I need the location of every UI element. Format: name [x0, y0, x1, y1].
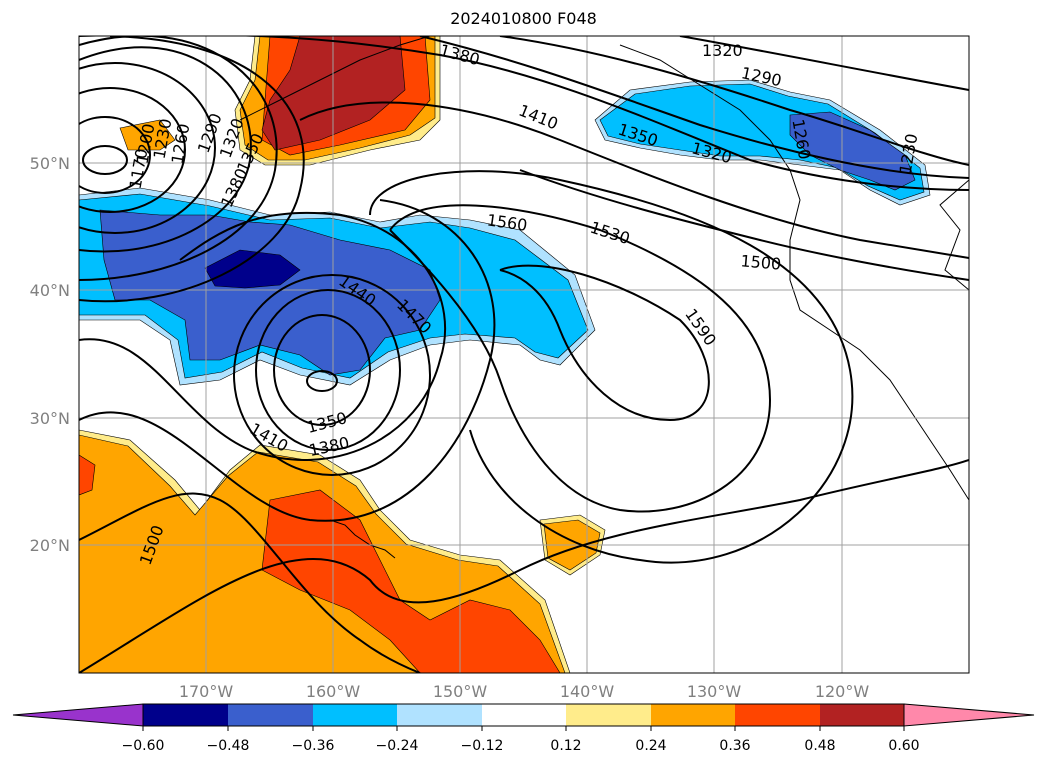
lat-lon-grid: [79, 36, 969, 673]
colorbar-tick-label: 0.60: [888, 738, 919, 754]
colorbar-segment: [482, 704, 566, 726]
colorbar-tick-label: −0.36: [292, 738, 335, 754]
lon-label: 120°W: [815, 682, 870, 701]
colorbar-segment: [397, 704, 482, 726]
colorbar-tick-label: −0.24: [376, 738, 419, 754]
lon-label: 130°W: [687, 682, 742, 701]
colorbar-tick-label: 0.36: [719, 738, 750, 754]
lon-labels: 170°W 160°W 150°W 140°W 130°W 120°W: [179, 682, 870, 701]
colorbar-segment: [566, 704, 651, 726]
height-contours: [79, 36, 969, 673]
colorbar-segment: [735, 704, 820, 726]
colorbar-segment: [143, 704, 228, 726]
contour-label: 1320: [702, 41, 743, 60]
colorbar-tick-label: −0.60: [122, 738, 165, 754]
colorbar-tick-label: −0.48: [207, 738, 250, 754]
lon-label: 150°W: [433, 682, 488, 701]
colorbar-tick-label: −0.12: [461, 738, 504, 754]
colorbar-extend-high: [903, 703, 1035, 727]
colorbar-tick-label: 0.12: [550, 738, 581, 754]
colorbar-segment: [313, 704, 397, 726]
lon-label: 140°W: [560, 682, 615, 701]
lon-label: 170°W: [179, 682, 234, 701]
colorbar-extend-low: [12, 703, 144, 727]
map-area: 1380 1320 1290 1410 1350 1320 1260 1230 …: [79, 36, 969, 673]
colorbar-tick-label: 0.48: [804, 738, 835, 754]
colorbar-tick-label: 0.24: [635, 738, 666, 754]
map-title: 2024010800 F048: [450, 9, 597, 28]
lat-label: 30°N: [30, 409, 70, 428]
colorbar-segment: [228, 704, 313, 726]
lat-labels: 20°N 30°N 40°N 50°N: [30, 154, 70, 555]
colorbar: −0.60 −0.48 −0.36 −0.24 −0.12 0.12 0.24 …: [12, 703, 1035, 754]
colorbar-segment: [651, 704, 735, 726]
colorbar-segment: [820, 704, 904, 726]
lat-label: 40°N: [30, 281, 70, 300]
lat-label: 50°N: [30, 154, 70, 173]
lon-label: 160°W: [306, 682, 361, 701]
contour-label: 1500: [740, 251, 782, 273]
map-frame: [78, 35, 970, 674]
lat-label: 20°N: [30, 536, 70, 555]
shaded-anomaly-field: [79, 36, 931, 673]
